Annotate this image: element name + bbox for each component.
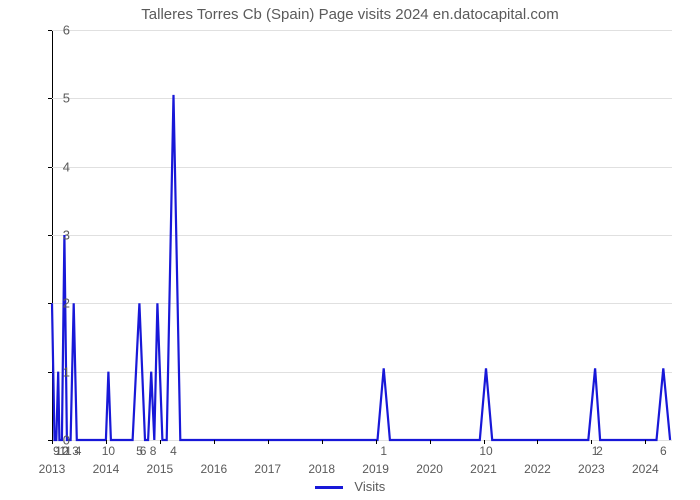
x-peak-label: 10	[102, 444, 115, 458]
x-year-label: 2015	[147, 462, 174, 476]
y-tick-label: 4	[52, 159, 70, 174]
y-tick-label: 1	[52, 364, 70, 379]
x-year-label: 2018	[308, 462, 335, 476]
x-tick	[645, 440, 646, 444]
x-tick	[537, 440, 538, 444]
x-year-label: 2016	[200, 462, 227, 476]
x-tick	[322, 440, 323, 444]
line-series	[52, 30, 672, 440]
chart-title: Talleres Torres Cb (Spain) Page visits 2…	[0, 6, 700, 23]
legend-swatch	[315, 486, 343, 489]
chart-container: Talleres Torres Cb (Spain) Page visits 2…	[0, 0, 700, 500]
x-tick	[160, 440, 161, 444]
x-year-label: 2014	[93, 462, 120, 476]
x-year-label: 2021	[470, 462, 497, 476]
x-year-label: 2020	[416, 462, 443, 476]
x-peak-label: 2	[596, 444, 603, 458]
x-year-label: 2013	[39, 462, 66, 476]
x-year-label: 2024	[632, 462, 659, 476]
x-peak-label: 6 8	[140, 444, 157, 458]
x-tick	[430, 440, 431, 444]
x-tick	[214, 440, 215, 444]
y-tick-label: 5	[52, 91, 70, 106]
legend-label: Visits	[354, 479, 385, 494]
x-peak-label: 6	[660, 444, 667, 458]
x-year-label: 2022	[524, 462, 551, 476]
x-tick	[268, 440, 269, 444]
x-peak-label: 1	[380, 444, 387, 458]
x-year-label: 2019	[362, 462, 389, 476]
y-tick-label: 0	[52, 433, 70, 448]
y-tick-label: 3	[52, 228, 70, 243]
y-tick-label: 6	[52, 23, 70, 38]
x-peak-label: 4	[170, 444, 177, 458]
x-year-label: 2017	[254, 462, 281, 476]
x-peak-label: 4	[75, 444, 82, 458]
plot-area: 910112 341056 84110126 20132014201520162…	[52, 30, 672, 441]
legend: Visits	[0, 479, 700, 494]
x-year-label: 2023	[578, 462, 605, 476]
x-tick	[376, 440, 377, 444]
x-peak-label: 10	[479, 444, 492, 458]
y-tick-label: 2	[52, 296, 70, 311]
